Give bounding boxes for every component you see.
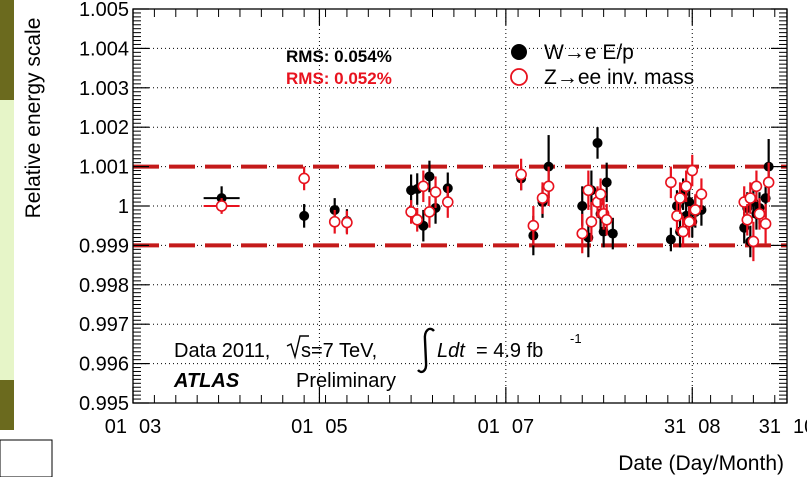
data-point-z	[741, 213, 754, 226]
data-point-z	[215, 200, 228, 212]
y-tick-label: 1.001	[79, 157, 129, 179]
data-point-z	[585, 215, 598, 228]
data-point-z	[405, 206, 417, 218]
x-tick-month: 07	[512, 416, 534, 438]
data-point-w	[607, 228, 618, 239]
y-tick-label: 0.995	[79, 393, 129, 415]
x-tick-day: 01	[291, 416, 313, 438]
legend-marker-z	[510, 68, 528, 86]
y-axis-label: Relative energy scale	[22, 18, 45, 219]
background-strip-olive-top	[0, 0, 14, 100]
data-point-w	[424, 171, 435, 182]
rms-label-w: RMS: 0.054%	[286, 47, 392, 66]
x-tick-day: 31	[759, 416, 781, 438]
data-point-z	[695, 188, 708, 200]
annotation-lumi-symbol: Ldt	[437, 340, 466, 362]
legend-marker-w	[511, 44, 527, 60]
data-point-z	[576, 227, 589, 240]
data-point-w	[577, 201, 588, 211]
data-point-z	[527, 219, 540, 232]
background-strip-olive-bottom	[0, 380, 14, 430]
preliminary-label: Preliminary	[296, 370, 396, 392]
data-point-z	[417, 180, 430, 193]
rms-label-z: RMS: 0.052%	[286, 69, 392, 88]
data-point-z	[594, 188, 607, 200]
data-point-z	[298, 172, 310, 185]
x-tick-day: 01	[105, 416, 127, 438]
annotation-lumi-exponent: -1	[570, 331, 582, 346]
data-point-w	[665, 234, 676, 245]
data-point-z	[536, 192, 549, 204]
data-point-z	[747, 235, 760, 248]
legend-entry-z: Z→ee inv. mass	[544, 66, 694, 89]
y-tick-label: 1	[118, 196, 129, 218]
annotation: Data 2011, s=7 TeV, Ldt = 4.9 fb -1 ATLA…	[173, 327, 582, 392]
y-tick-label: 1.002	[79, 117, 129, 139]
data-point-w	[299, 210, 310, 221]
legend: W→e E/p Z→ee inv. mass	[510, 41, 694, 89]
data-point-z	[600, 213, 613, 226]
data-point-z	[683, 215, 696, 228]
y-tick-label: 0.998	[79, 275, 129, 297]
x-tick-month: 05	[325, 416, 347, 438]
sqrt-symbol	[286, 335, 309, 360]
x-tick-month: 10	[793, 416, 807, 438]
y-tick-label: 0.999	[79, 235, 129, 257]
annotation-energy: s=7 TeV,	[301, 340, 377, 362]
data-point-z	[686, 164, 699, 177]
atlas-label: ATLAS	[173, 370, 240, 392]
data-point-z	[582, 184, 595, 197]
data-points	[203, 127, 775, 262]
data-point-w	[592, 137, 603, 148]
data-point-z	[759, 217, 772, 230]
y-tick-label: 0.996	[79, 354, 129, 376]
data-point-z	[762, 176, 775, 189]
data-point-z	[680, 180, 692, 193]
background-strip-green	[0, 100, 14, 380]
x-tick-month: 03	[139, 416, 161, 438]
axes: 0.995 0.996 0.997 0.998 0.999 1 1.001 1.002 1.00…	[79, 0, 807, 438]
data-point-z	[750, 180, 763, 193]
y-tick-label: 1.003	[79, 78, 129, 100]
legend-entry-w: W→e E/p	[544, 41, 634, 64]
data-point-w	[601, 177, 612, 188]
integral-symbol	[417, 327, 435, 374]
data-point-z	[744, 192, 757, 204]
x-tick-day: 01	[478, 416, 500, 438]
corner-widget	[0, 439, 53, 478]
reference-lines	[133, 164, 787, 248]
x-tick-month: 08	[698, 416, 720, 438]
data-point-z	[411, 213, 424, 226]
x-axis-label: Date (Day/Month)	[618, 452, 784, 475]
data-point-z	[515, 168, 527, 181]
data-point-z	[665, 176, 677, 189]
data-point-z	[689, 204, 702, 216]
annotation-data: Data 2011,	[174, 340, 270, 362]
data-point-z	[328, 215, 341, 228]
data-point-z	[429, 186, 442, 199]
data-point-z	[674, 192, 686, 204]
y-tick-label: 1.004	[79, 38, 129, 60]
data-point-z	[341, 216, 353, 229]
data-point-z	[441, 196, 454, 208]
y-tick-label: 1.005	[79, 0, 129, 21]
data-point-z	[423, 206, 436, 218]
data-point-z	[542, 180, 555, 193]
annotation-lumi-value: = 4.9 fb	[476, 340, 543, 362]
data-point-z	[677, 225, 689, 238]
x-tick-day: 31	[664, 416, 686, 438]
y-tick-label: 0.997	[79, 314, 129, 336]
data-point-z	[753, 208, 766, 220]
